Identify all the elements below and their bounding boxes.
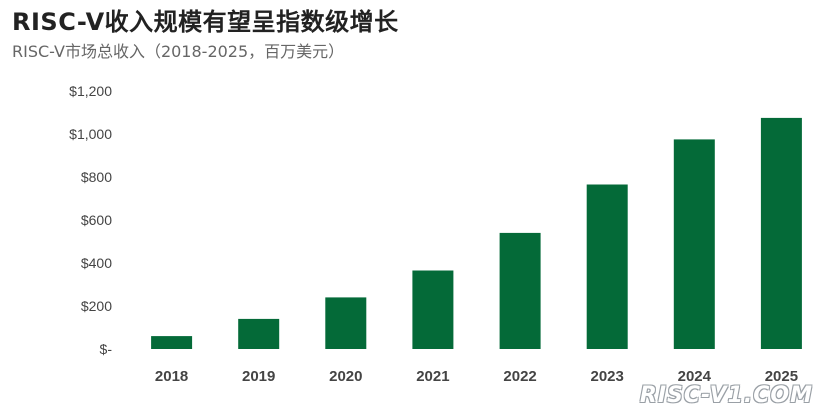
bar-2025 [760,117,802,350]
y-tick-label: $- [100,341,113,357]
y-tick-label: $800 [81,169,112,185]
bar-2019 [238,318,280,349]
x-tick-label: 2025 [765,368,798,385]
bar-2024 [673,139,715,349]
x-tick-label: 2019 [242,368,275,385]
watermark-logo: RISC-V1.COM [639,383,813,408]
bars [151,117,802,350]
x-tick-label: 2018 [155,368,188,385]
x-axis: 2018 2019 2020 2021 2022 2023 2024 2025 [155,368,798,385]
y-tick-label: $1,000 [69,126,112,142]
bar-2022 [499,232,541,349]
chart-title: RISC-V收入规模有望呈指数级增长 [12,8,399,36]
y-tick-label: $200 [81,298,112,314]
x-tick-label: 2020 [329,368,362,385]
bar-2021 [412,270,454,349]
y-tick-label: $400 [81,255,112,271]
bar-2018 [151,336,193,349]
y-axis: $- $200 $400 $600 $800 $1,000 $1,200 [69,83,112,357]
x-tick-label: 2022 [503,368,536,385]
x-tick-label: 2023 [591,368,624,385]
x-tick-label: 2024 [678,368,712,385]
bar-2023 [586,184,628,349]
y-tick-label: $1,200 [69,83,112,99]
bar-2020 [325,297,367,349]
chart-subtitle: RISC-V市场总收入（2018-2025，百万美元） [12,42,345,61]
x-tick-label: 2021 [416,368,449,385]
y-tick-label: $600 [81,212,112,228]
